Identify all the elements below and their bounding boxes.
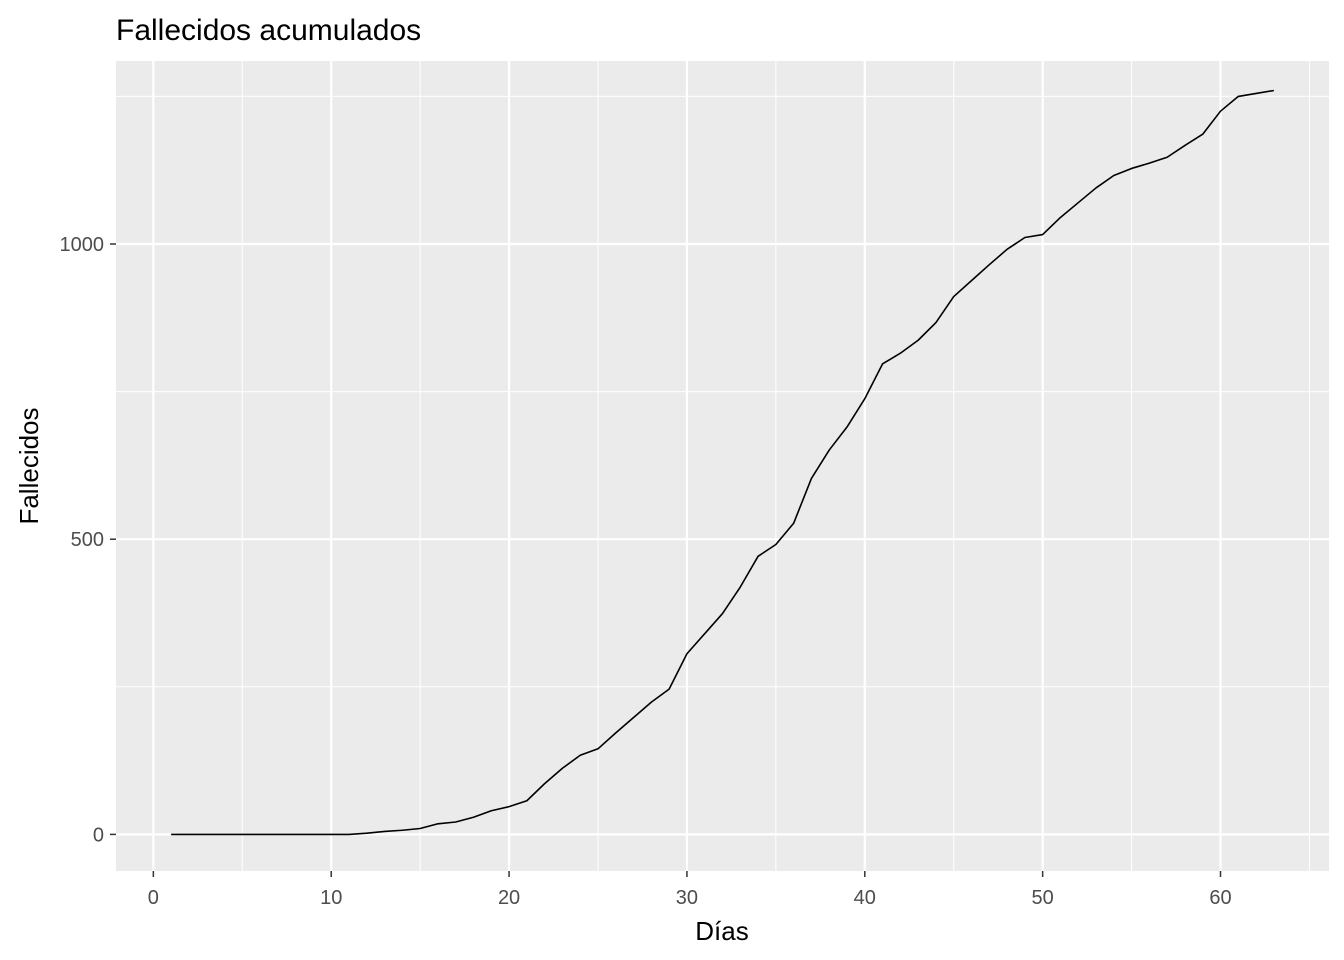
chart-title: Fallecidos acumulados: [116, 14, 421, 47]
x-tick-label: 10: [320, 887, 342, 909]
series-layer: [171, 89, 1274, 836]
y-tick-label: 500: [71, 529, 104, 551]
y-axis-title: Fallecidos: [14, 407, 44, 524]
x-tick-label: 40: [854, 887, 876, 909]
y-tick-label: 0: [93, 824, 104, 846]
x-tick-label: 60: [1209, 887, 1231, 909]
axes: 0 10 20 30 40 50 60 0 500 1000: [60, 234, 1232, 909]
x-tick-label: 20: [498, 887, 520, 909]
x-tick-label: 50: [1032, 887, 1054, 909]
series-line: [171, 89, 1274, 836]
x-tick-label: 30: [676, 887, 698, 909]
x-axis-title: Días: [695, 916, 748, 946]
grid-lines: [116, 61, 1329, 871]
x-tick-label: 0: [148, 887, 159, 909]
panel-background: [116, 61, 1329, 871]
y-tick-label: 1000: [60, 234, 105, 256]
